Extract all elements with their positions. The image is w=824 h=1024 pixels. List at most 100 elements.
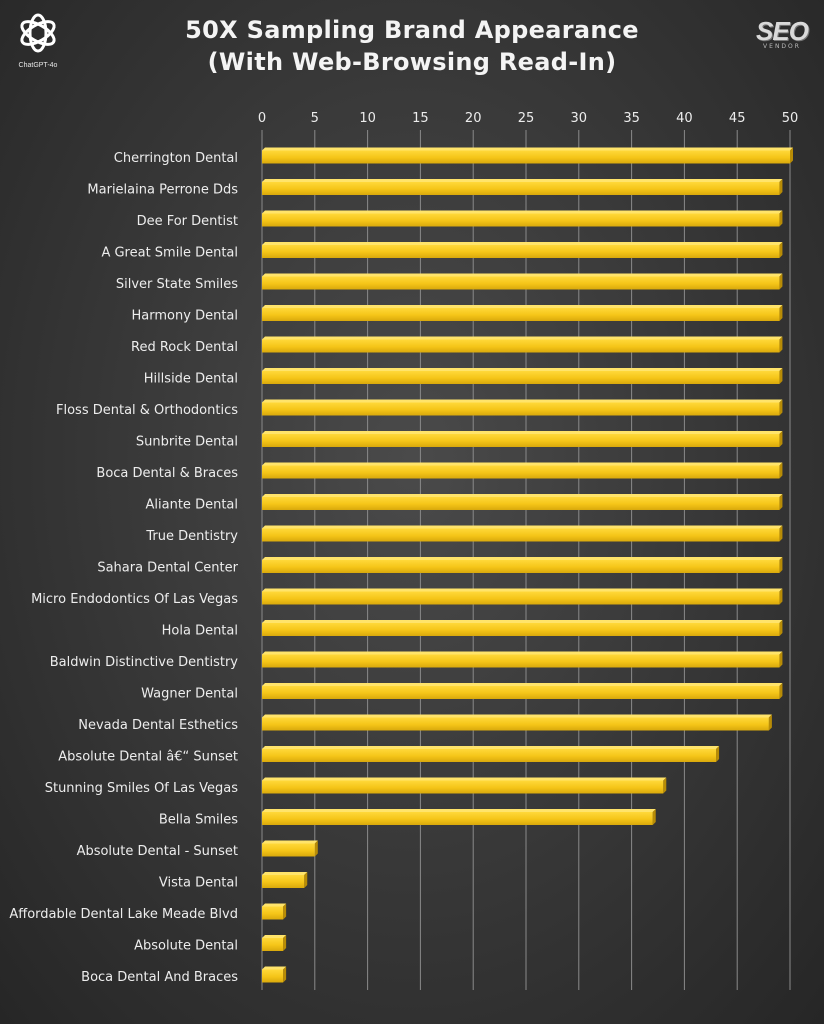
bar <box>262 242 783 258</box>
title-line-2: (With Web-Browsing Read-In) <box>207 48 617 76</box>
category-label: Nevada Dental Esthetics <box>78 718 238 733</box>
category-label: Hillside Dental <box>144 372 238 387</box>
bar-front <box>262 213 780 227</box>
bar-top <box>262 809 656 812</box>
bar-front <box>262 339 780 353</box>
bar-top <box>262 714 772 718</box>
x-tick-label: 15 <box>412 111 429 126</box>
bar-front <box>262 591 780 605</box>
bar-side <box>790 147 793 164</box>
bar-front <box>262 780 664 794</box>
bar-front <box>262 906 284 920</box>
bars <box>262 147 793 983</box>
category-label: Affordable Dental Lake Meade Blvd <box>9 907 238 922</box>
bar-top <box>262 777 667 781</box>
bar <box>262 494 783 510</box>
category-label: True Dentistry <box>145 529 238 544</box>
bar <box>262 399 783 416</box>
openai-knot-icon <box>20 13 56 53</box>
bar-front <box>262 749 717 762</box>
x-axis-ticks: 0 5 10 15 20 25 30 35 40 45 50 <box>258 111 798 126</box>
bar-side <box>652 809 656 825</box>
x-tick-label: 25 <box>518 111 535 126</box>
seo-vendor-logo: SEO VENDOR <box>752 18 812 50</box>
category-label: Boca Dental And Braces <box>81 970 238 985</box>
bar-front <box>262 434 780 447</box>
category-label: Vista Dental <box>159 876 238 891</box>
bar-side <box>779 368 783 384</box>
category-label: Absolute Dental â€“ Sunset <box>58 750 238 765</box>
seo-logo-sub: VENDOR <box>763 43 801 50</box>
x-tick-label: 35 <box>623 111 640 126</box>
category-label: Silver State Smiles <box>116 277 238 292</box>
bar-side <box>314 840 318 857</box>
bar-top <box>262 242 783 245</box>
category-label: Boca Dental & Braces <box>96 466 238 481</box>
bar <box>262 336 783 353</box>
bar-top <box>262 525 783 529</box>
bar-top <box>262 462 783 466</box>
bar <box>262 462 783 479</box>
bar <box>262 714 772 731</box>
bar-top <box>262 210 783 214</box>
bar-top <box>262 336 783 340</box>
bar-front <box>262 812 653 825</box>
bar-front <box>262 497 780 510</box>
category-label: Absolute Dental - Sunset <box>77 844 238 859</box>
bar-side <box>779 399 783 416</box>
chatgpt-logo: ChatGPT-4o <box>10 10 66 69</box>
category-label: Micro Endodontics Of Las Vegas <box>31 592 238 607</box>
bar-side <box>779 462 783 479</box>
bar-side <box>779 494 783 510</box>
bar <box>262 872 308 888</box>
category-label: A Great Smile Dental <box>101 246 238 261</box>
bar-top <box>262 494 783 497</box>
category-labels: Cherrington Dental Marielaina Perrone Dds… <box>9 151 238 985</box>
bar-front <box>262 560 780 573</box>
bar-front <box>262 843 315 857</box>
bar-side <box>779 557 783 573</box>
bar-top <box>262 179 783 182</box>
bar-side <box>283 903 287 920</box>
category-label: Sahara Dental Center <box>97 561 238 576</box>
bar-side <box>768 714 772 731</box>
bar-side <box>283 966 287 983</box>
bar <box>262 620 783 636</box>
x-tick-label: 20 <box>465 111 482 126</box>
bar-front <box>262 371 780 384</box>
bar-front <box>262 686 780 699</box>
logo-caption: ChatGPT-4o <box>18 62 58 69</box>
bar-front <box>262 654 780 668</box>
bar-top <box>262 399 783 403</box>
category-label: Stunning Smiles Of Las Vegas <box>45 781 239 796</box>
bar-side <box>779 651 783 668</box>
bar <box>262 557 783 573</box>
bar-top <box>262 840 318 844</box>
category-label: Red Rock Dental <box>131 340 238 355</box>
bar-side <box>779 525 783 542</box>
category-label: Floss Dental & Orthodontics <box>56 403 238 418</box>
bar <box>262 147 793 164</box>
x-tick-label: 45 <box>729 111 746 126</box>
category-label: Baldwin Distinctive Dentistry <box>50 655 239 670</box>
category-label: Sunbrite Dental <box>136 435 238 450</box>
bar-top <box>262 273 783 277</box>
bar <box>262 809 656 825</box>
bar-top <box>262 368 783 371</box>
bar-side <box>779 620 783 636</box>
bar <box>262 651 783 668</box>
category-label: Wagner Dental <box>141 687 238 702</box>
bar-side <box>779 305 783 321</box>
bar <box>262 840 318 857</box>
seo-logo-text: SEO <box>756 16 809 46</box>
category-label: Dee For Dentist <box>137 214 238 229</box>
bar-front <box>262 623 780 636</box>
bar-top <box>262 620 783 623</box>
bar <box>262 588 783 605</box>
bar <box>262 305 783 321</box>
bar <box>262 210 783 227</box>
bar-side <box>779 210 783 227</box>
bar-side <box>779 242 783 258</box>
bar-front <box>262 182 780 195</box>
bar-side <box>779 683 783 699</box>
